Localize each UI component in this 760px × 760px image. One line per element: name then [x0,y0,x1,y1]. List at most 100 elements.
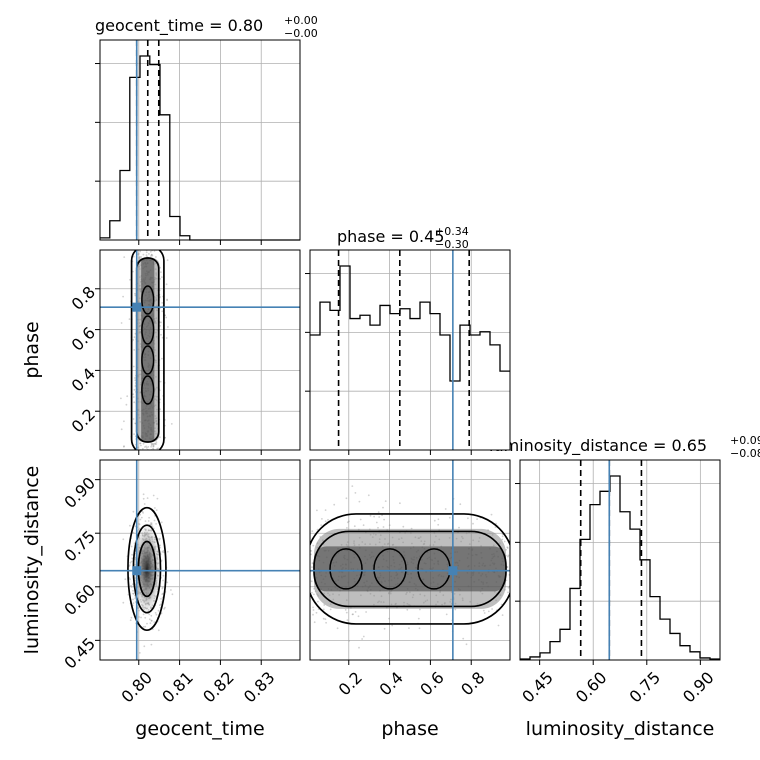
panels: 0.80 0.81 0.82 0.83 0.2 0.4 0.6 0.8 0.45 0.60 0.75… [60,39,721,707]
sample-point [391,624,394,627]
title-geocent_time-minus: −0.00 [284,27,318,40]
sample-point [122,295,124,298]
sample-point [162,574,165,577]
sample-point [130,616,133,619]
sample-point [132,365,135,368]
sample-point [383,627,386,630]
contour-level-1-0 [127,506,167,632]
density-core-2 [314,546,506,592]
sample-point [162,549,165,552]
title-phase-plus: +0.34 [435,225,469,238]
sample-point [130,545,133,548]
sample-point [507,591,509,594]
panel-2d-geocent_time-luminosity_distance [99,459,301,661]
sample-point [507,586,510,589]
sample-point [128,564,131,566]
sample-point [165,337,168,339]
sample-point [138,609,140,612]
sample-point [139,442,142,445]
y-tick-label-luminosity_distance-1: 0.60 [60,580,99,619]
density-core-0 [141,258,155,442]
sample-point [333,503,336,506]
sample-point [166,298,169,301]
sample-point [155,509,158,511]
y-axis-label-phase: phase [21,321,43,378]
sample-point [382,526,385,528]
sample-point [507,555,509,558]
title-luminosity_distance-base: luminosity_distance = 0.65 [489,436,707,456]
sample-point [131,553,134,556]
title-geocent_time-plus: +0.00 [284,14,318,27]
hist-frame-geocent_time [99,39,301,241]
sample-point [159,325,162,327]
hist-frame-phase [309,249,511,451]
sample-point [154,507,156,509]
sample-point [161,302,164,304]
sample-point [165,316,168,319]
sample-point [388,617,390,620]
sample-point [146,497,149,499]
sample-point [465,643,468,646]
sample-point [144,625,147,628]
x-axis-label-phase: phase [381,718,438,740]
sample-point [132,592,135,595]
sample-point [150,643,153,646]
sample-point [140,616,142,619]
y-tick-label-phase-1: 0.4 [68,364,99,395]
sample-point [139,513,142,516]
sample-point [362,635,365,638]
panel-background-0 [100,250,300,450]
sample-point [166,581,169,584]
x-tick-label-luminosity_distance-1: 0.60 [572,668,611,707]
sample-point [399,502,401,505]
sample-point [418,627,421,630]
x-axis-label-geocent_time: geocent_time [135,718,264,740]
sample-point [437,518,440,521]
sample-point [145,251,148,254]
sample-point [506,546,509,549]
title-luminosity_distance: luminosity_distance = 0.65 +0.09 −0.08 [489,434,760,460]
sample-point [161,276,163,278]
sample-point [148,516,151,519]
sample-point [153,519,156,522]
sample-point [444,508,447,510]
sample-point [359,518,362,521]
title-phase-base: phase = 0.45 [337,227,444,246]
sample-point [138,652,141,654]
y-tick-label-luminosity_distance-3: 0.90 [60,473,99,512]
sample-point [132,589,134,592]
sample-point [320,524,323,526]
sample-point [419,608,421,611]
sample-point [154,443,157,445]
sample-point [150,614,153,617]
sample-point [501,614,504,616]
contour-level-0-0 [130,250,165,450]
sample-point [134,379,137,382]
sample-point [351,613,354,616]
panel-2d-phase-luminosity_distance [309,459,511,661]
sample-point [153,621,156,623]
sample-point [145,447,148,449]
sample-point [132,510,135,513]
truth-marker-1 [132,566,142,576]
x-tick-label-luminosity_distance-3: 0.90 [679,668,718,707]
sample-point [324,520,327,523]
hist-step-luminosity_distance [520,475,720,660]
sample-point [312,613,314,616]
y-tick-label-phase-3: 0.8 [68,282,99,313]
sample-point [151,254,154,257]
sample-point [130,586,133,588]
sample-point [324,618,327,621]
sample-point [311,530,314,532]
x-tick-label-geocent_time-1: 0.81 [158,668,197,707]
sample-point [157,609,160,612]
sample-point [161,551,164,553]
sample-point [132,531,135,534]
sample-point [406,608,409,611]
sample-point [312,544,315,547]
sample-point [141,447,144,450]
sample-point [373,515,375,518]
sample-point [490,513,493,516]
sample-point [311,591,313,594]
